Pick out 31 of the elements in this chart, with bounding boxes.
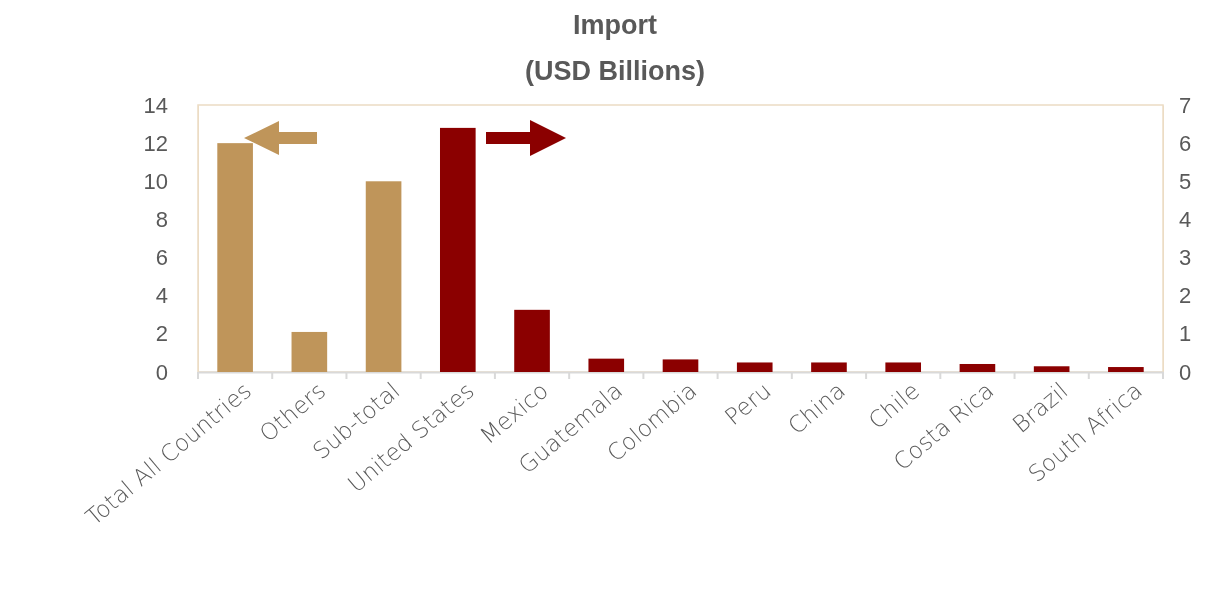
bar	[959, 363, 996, 372]
y2-tick-label: 4	[1179, 206, 1192, 232]
bar	[1108, 367, 1144, 372]
bar	[217, 143, 253, 372]
y-tick-label: 10	[143, 168, 168, 194]
bar	[736, 362, 773, 372]
y-tick-label: 14	[143, 92, 168, 118]
bar	[811, 362, 847, 372]
bar	[885, 362, 922, 372]
y-tick-label: 12	[143, 130, 168, 156]
y-tick-label: 2	[155, 321, 168, 347]
y-tick-label: 4	[155, 283, 168, 309]
y-tick-label: 0	[155, 359, 168, 385]
bar	[1033, 366, 1070, 372]
y2-tick-label: 7	[1179, 92, 1192, 118]
y2-tick-label: 1	[1179, 321, 1192, 347]
y-tick-label: 8	[155, 206, 168, 232]
chart-title: Import	[573, 10, 657, 40]
bar	[439, 127, 476, 372]
y2-tick-label: 0	[1179, 359, 1192, 385]
y-tick-label: 6	[155, 245, 168, 271]
bar	[365, 181, 402, 372]
bar	[662, 359, 699, 372]
bar	[514, 309, 550, 372]
bar	[588, 358, 625, 372]
chart-subtitle: (USD Billions)	[525, 56, 705, 86]
y2-tick-label: 2	[1179, 283, 1192, 309]
y2-tick-label: 3	[1179, 245, 1192, 271]
bar	[291, 331, 328, 372]
y2-tick-label: 6	[1179, 130, 1192, 156]
y2-tick-label: 5	[1179, 168, 1192, 194]
